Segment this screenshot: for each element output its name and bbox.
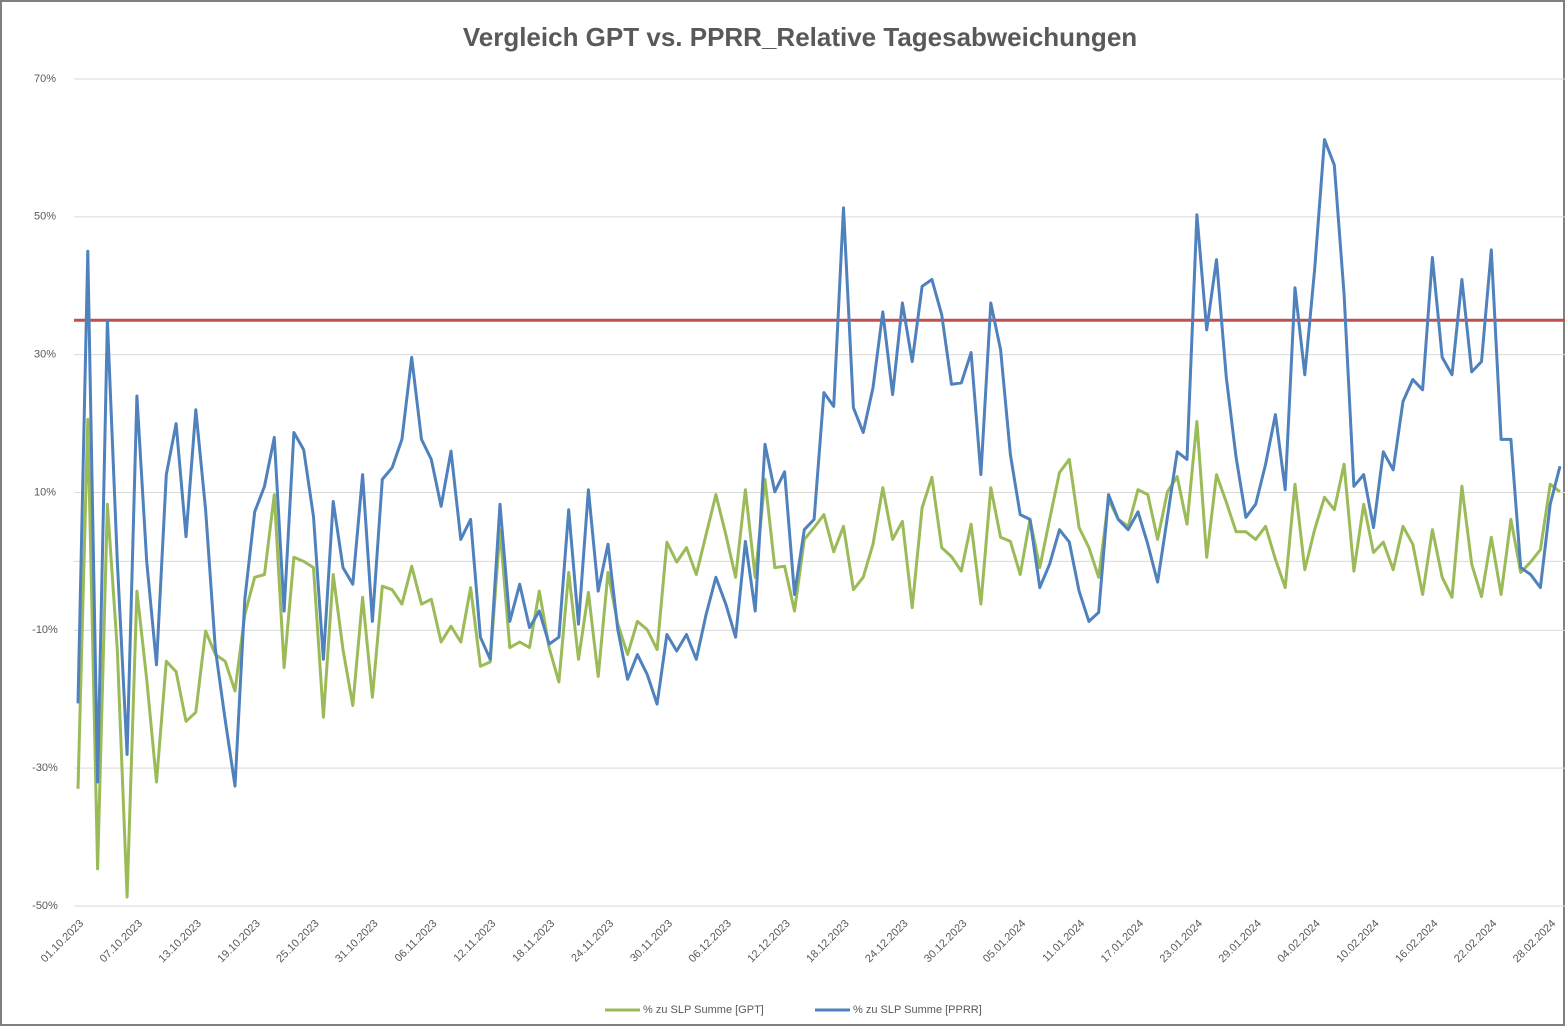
legend-label: % zu SLP Summe [PPRR] xyxy=(853,1004,982,1016)
y-tick-label: -30% xyxy=(32,762,58,774)
chart-title: Vergleich GPT vs. PPRR_Relative Tagesabw… xyxy=(463,22,1137,52)
y-tick-label: 30% xyxy=(34,349,56,361)
y-tick-label: -50% xyxy=(32,900,58,912)
y-tick-label: -10% xyxy=(32,624,58,636)
series-line xyxy=(76,138,1562,788)
y-tick-label: 50% xyxy=(34,211,56,223)
series-line xyxy=(76,417,1561,899)
y-tick-label: 70% xyxy=(34,73,56,85)
legend-label: % zu SLP Summe [GPT] xyxy=(643,1004,764,1016)
y-tick-label: 10% xyxy=(34,486,56,498)
